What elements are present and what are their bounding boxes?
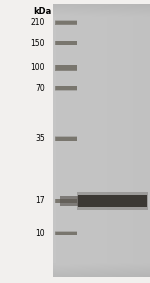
- Text: 10: 10: [35, 229, 45, 238]
- Text: 100: 100: [30, 63, 45, 72]
- Text: kDa: kDa: [33, 7, 51, 16]
- Text: 17: 17: [35, 196, 45, 205]
- Text: 35: 35: [35, 134, 45, 143]
- Text: 70: 70: [35, 84, 45, 93]
- Text: 150: 150: [30, 38, 45, 48]
- Text: 210: 210: [31, 18, 45, 27]
